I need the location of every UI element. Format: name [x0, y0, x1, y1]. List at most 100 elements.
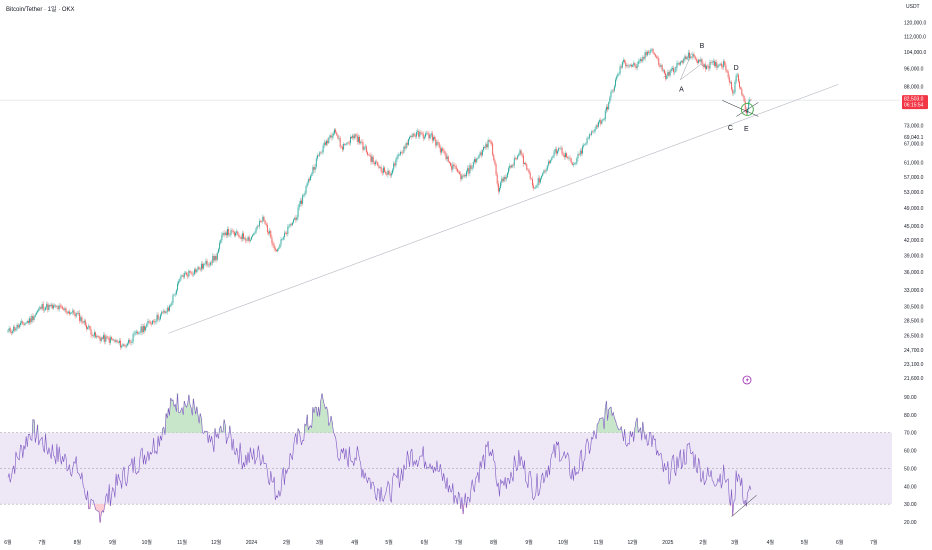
- candle-body: [662, 70, 664, 71]
- candle-body: [692, 54, 694, 58]
- candle-body: [274, 248, 276, 251]
- candle-body: [599, 120, 601, 123]
- candle-body: [198, 267, 200, 270]
- candle-body: [601, 120, 603, 124]
- candle-body: [224, 232, 226, 235]
- candle: [411, 133, 413, 140]
- candle: [404, 144, 406, 151]
- candle-body: [71, 312, 73, 314]
- candle: [684, 53, 686, 62]
- candle-body: [748, 101, 750, 110]
- candle: [339, 136, 341, 149]
- candle-body: [214, 256, 216, 261]
- candle-body: [654, 54, 656, 57]
- candle-body: [636, 64, 638, 69]
- candle: [413, 132, 415, 138]
- candle: [410, 135, 412, 138]
- candle-body: [322, 145, 324, 153]
- candle-body: [478, 155, 480, 159]
- candle-body: [235, 232, 236, 236]
- candle: [641, 57, 643, 63]
- candle-body: [617, 74, 619, 77]
- candle: [42, 301, 44, 313]
- candle: [565, 150, 566, 160]
- candle-body: [273, 245, 275, 249]
- candle-body: [612, 90, 614, 92]
- candle-body: [280, 239, 282, 245]
- candle-body: [207, 264, 209, 266]
- candle-body: [619, 66, 621, 74]
- candle-body: [683, 58, 685, 63]
- candle-body: [164, 310, 166, 313]
- candle: [90, 326, 92, 338]
- candle-body: [535, 186, 537, 189]
- candle: [619, 64, 621, 76]
- candle: [654, 53, 656, 58]
- rsi-tick-label: 80.00: [904, 413, 917, 419]
- candle: [41, 301, 43, 311]
- candle-body: [149, 321, 151, 324]
- candle: [403, 145, 405, 155]
- candle-body: [202, 263, 203, 269]
- candle-body: [162, 312, 164, 313]
- candle-body: [30, 318, 32, 322]
- candle-body: [658, 58, 660, 65]
- candle-body: [502, 178, 504, 182]
- candle: [742, 93, 744, 98]
- candle: [475, 156, 477, 165]
- candle: [520, 149, 522, 156]
- candle: [225, 229, 227, 239]
- candle: [700, 56, 702, 65]
- candle: [71, 311, 73, 315]
- candle-body: [631, 64, 632, 67]
- candle-body: [244, 238, 246, 239]
- rsi-tick-label: 50.00: [904, 466, 917, 472]
- candle-body: [206, 260, 208, 266]
- candle-body: [484, 147, 486, 148]
- candle-body: [111, 337, 112, 340]
- candle: [646, 50, 648, 57]
- candle: [544, 168, 546, 174]
- candle-body: [265, 223, 267, 226]
- candle-body: [304, 192, 306, 196]
- candle-body: [269, 230, 271, 234]
- candle-body: [23, 323, 25, 325]
- candle: [290, 222, 292, 227]
- candle: [188, 269, 190, 279]
- rsi-line: [7, 393, 752, 523]
- candle: [406, 140, 408, 148]
- candle-body: [541, 175, 543, 179]
- candle-body: [579, 150, 581, 155]
- candle: [64, 306, 66, 312]
- candle-body: [376, 161, 378, 163]
- candle: [320, 151, 322, 155]
- candle-body: [191, 273, 193, 275]
- candle: [230, 227, 232, 238]
- candle-body: [298, 203, 300, 208]
- candle-body: [261, 221, 263, 222]
- candle: [706, 64, 707, 71]
- candle-body: [328, 137, 330, 144]
- candle: [440, 146, 442, 155]
- x-tick-label: 7월: [455, 539, 463, 546]
- candle: [521, 152, 523, 158]
- candle-body: [179, 279, 181, 282]
- candle: [463, 173, 465, 179]
- candle-body: [624, 60, 626, 63]
- candle-body: [378, 165, 380, 168]
- candle-body: [166, 307, 168, 313]
- candle-body: [50, 304, 52, 307]
- candle: [414, 133, 416, 139]
- candle: [731, 79, 733, 92]
- candle-body: [169, 305, 170, 311]
- candle-body: [9, 328, 11, 332]
- candle: [518, 152, 520, 157]
- candle-body: [532, 179, 533, 186]
- candle: [604, 108, 606, 122]
- candle: [467, 165, 469, 175]
- candle: [363, 145, 365, 152]
- lightning-icon-bolt: [745, 377, 749, 383]
- candle-body: [479, 152, 481, 156]
- candle: [539, 177, 541, 184]
